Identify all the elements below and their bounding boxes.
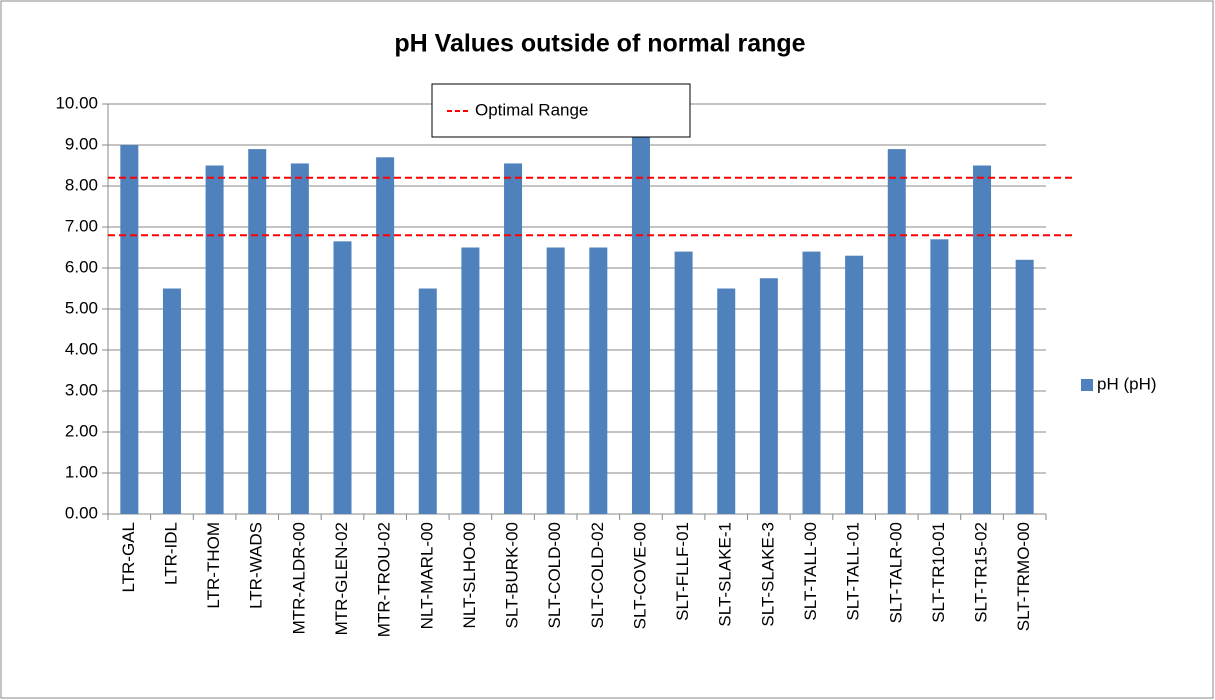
bar [120,145,139,514]
x-tick-label: LTR-IDL [161,522,180,585]
bar [376,157,395,515]
x-tick-label: LTR-GAL [119,522,138,593]
bar [589,247,608,514]
bar [845,255,864,514]
x-tick-label: SLT-TR10-01 [929,522,948,623]
bar [333,241,352,514]
y-tick-label: 9.00 [65,134,98,153]
bar [290,163,309,514]
bar [930,239,949,515]
bar [461,247,480,514]
x-tick-label: SLT-TR15-02 [972,522,991,623]
y-tick-label: 6.00 [65,257,98,276]
x-tick-label: NLT-MARL-00 [417,522,436,629]
y-tick-label: 5.00 [65,298,98,317]
x-tick-label: MTR-TROU-02 [375,522,394,637]
x-tick-label: MTR-GLEN-02 [332,522,351,635]
chart-title: pH Values outside of normal range [394,30,805,58]
x-tick-label: MTR-ALDR-00 [289,522,308,634]
x-tick-label: SLT-TALL-01 [844,522,863,621]
reference-legend-box [431,83,691,138]
x-tick-label: SLT-TRMO-00 [1014,522,1033,631]
bar [162,288,181,514]
x-tick-label: SLT-BURK-00 [503,522,522,628]
x-tick-label: NLT-SLHO-00 [460,522,479,628]
bar [717,288,736,514]
x-tick-label: SLT-FLLF-01 [673,522,692,621]
bar [504,163,523,514]
y-tick-label: 1.00 [65,462,98,481]
bar [674,251,693,514]
y-tick-label: 2.00 [65,421,98,440]
bar [973,165,992,514]
x-tick-label: SLT-SLAKE-1 [716,522,735,627]
x-tick-label: SLT-TALR-00 [886,522,905,623]
bar [418,288,437,514]
x-tick-label: SLT-COLD-02 [588,522,607,628]
legend-swatch [1081,379,1093,391]
y-tick-label: 0.00 [65,503,98,522]
x-tick-label: LTR-THOM [204,522,223,609]
bar [248,149,267,514]
legend-label: pH (pH) [1097,374,1157,393]
x-tick-label: LTR-WADS [247,522,266,609]
reference-legend-label: Optimal Range [475,100,588,119]
y-tick-label: 8.00 [65,175,98,194]
y-tick-label: 7.00 [65,216,98,235]
bar [887,149,906,514]
bar [759,278,778,514]
y-tick-label: 10.00 [55,93,98,112]
x-tick-label: SLT-SLAKE-3 [758,522,777,627]
x-tick-label: SLT-COVE-00 [630,522,649,629]
bar [802,251,821,514]
y-tick-label: 4.00 [65,339,98,358]
bar [1015,259,1034,514]
bar [631,136,650,515]
x-tick-label: SLT-TALL-00 [801,522,820,621]
y-tick-label: 3.00 [65,380,98,399]
bar [205,165,224,514]
bar [546,247,565,514]
x-tick-label: SLT-COLD-00 [545,522,564,628]
